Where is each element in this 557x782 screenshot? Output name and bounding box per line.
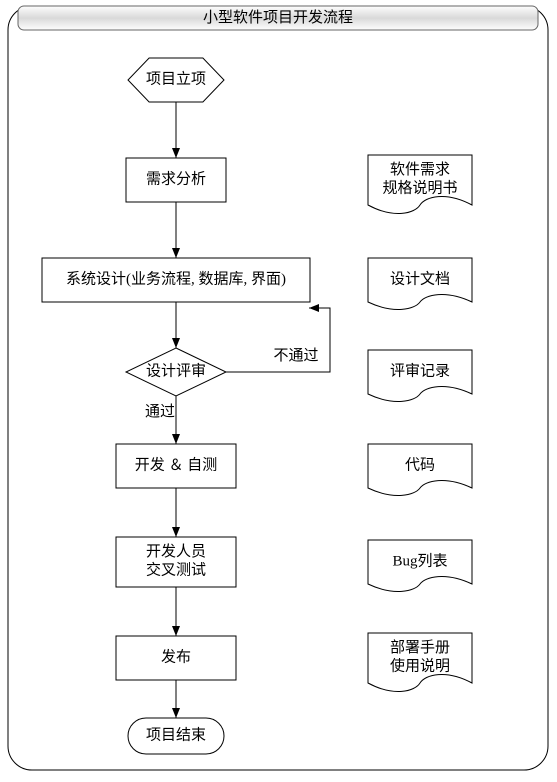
node-d1-label: 规格说明书 [382, 180, 457, 197]
node-n5-label: 开发 ＆ 自测 [135, 456, 218, 473]
arrowhead [172, 338, 180, 348]
node-n7-label: 发布 [161, 648, 191, 665]
node-d3-label: 评审记录 [390, 362, 450, 379]
node-d6-label: 部署手册 [390, 639, 450, 656]
node-d4-label: 代码 [405, 456, 435, 473]
arrowhead [172, 527, 180, 537]
node-n2-label: 需求分析 [146, 170, 206, 187]
node-n1-label: 项目立项 [146, 70, 206, 87]
arrowhead [172, 248, 180, 258]
node-n3-label: 系统设计(业务流程, 数据库, 界面) [66, 270, 286, 287]
node-n4-label: 设计评审 [146, 362, 206, 379]
arrowhead [172, 434, 180, 444]
arrowhead [172, 148, 180, 158]
node-n6-label: 开发人员 [146, 543, 206, 560]
node-d2-label: 设计文档 [390, 270, 450, 287]
node-d5-label: Bug列表 [392, 552, 447, 569]
diagram-title: 小型软件项目开发流程 [203, 9, 353, 26]
node-d6-label: 使用说明 [390, 658, 450, 675]
node-n8-label: 项目结束 [146, 726, 206, 743]
edge-label-n4-n3: 不通过 [273, 347, 318, 364]
flowchart-canvas: 小型软件项目开发流程项目立项需求分析系统设计(业务流程, 数据库, 界面) 设计评… [0, 0, 557, 777]
edge-label-n4-n5: 通过 [145, 403, 175, 420]
arrowhead [172, 626, 180, 636]
node-d1-label: 软件需求 [390, 161, 450, 178]
arrowhead [309, 304, 319, 312]
node-n6-label: 交叉测试 [146, 561, 206, 579]
arrowhead [172, 708, 180, 718]
